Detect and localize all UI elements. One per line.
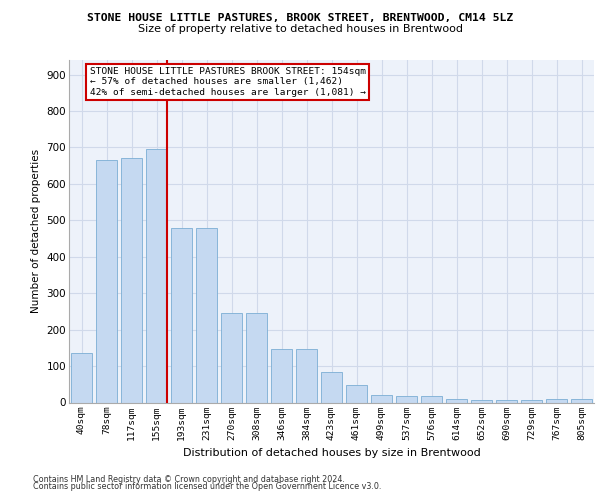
- X-axis label: Distribution of detached houses by size in Brentwood: Distribution of detached houses by size …: [182, 448, 481, 458]
- Bar: [421, 396, 442, 402]
- Bar: [371, 395, 392, 402]
- Bar: [396, 396, 417, 402]
- Bar: [171, 228, 192, 402]
- Text: Size of property relative to detached houses in Brentwood: Size of property relative to detached ho…: [137, 24, 463, 34]
- Text: STONE HOUSE LITTLE PASTURES BROOK STREET: 154sqm
← 57% of detached houses are sm: STONE HOUSE LITTLE PASTURES BROOK STREET…: [89, 67, 365, 97]
- Bar: [196, 228, 217, 402]
- Bar: [546, 399, 567, 402]
- Bar: [71, 354, 92, 403]
- Bar: [446, 399, 467, 402]
- Bar: [96, 160, 117, 402]
- Bar: [121, 158, 142, 402]
- Text: Contains public sector information licensed under the Open Government Licence v3: Contains public sector information licen…: [33, 482, 382, 491]
- Bar: [296, 349, 317, 403]
- Y-axis label: Number of detached properties: Number of detached properties: [31, 149, 41, 314]
- Bar: [571, 399, 592, 402]
- Text: STONE HOUSE LITTLE PASTURES, BROOK STREET, BRENTWOOD, CM14 5LZ: STONE HOUSE LITTLE PASTURES, BROOK STREE…: [87, 12, 513, 22]
- Bar: [321, 372, 342, 402]
- Bar: [471, 400, 492, 402]
- Bar: [246, 313, 267, 402]
- Bar: [221, 313, 242, 402]
- Bar: [271, 349, 292, 403]
- Bar: [496, 400, 517, 402]
- Bar: [146, 150, 167, 402]
- Bar: [521, 400, 542, 402]
- Bar: [346, 386, 367, 402]
- Text: Contains HM Land Registry data © Crown copyright and database right 2024.: Contains HM Land Registry data © Crown c…: [33, 474, 345, 484]
